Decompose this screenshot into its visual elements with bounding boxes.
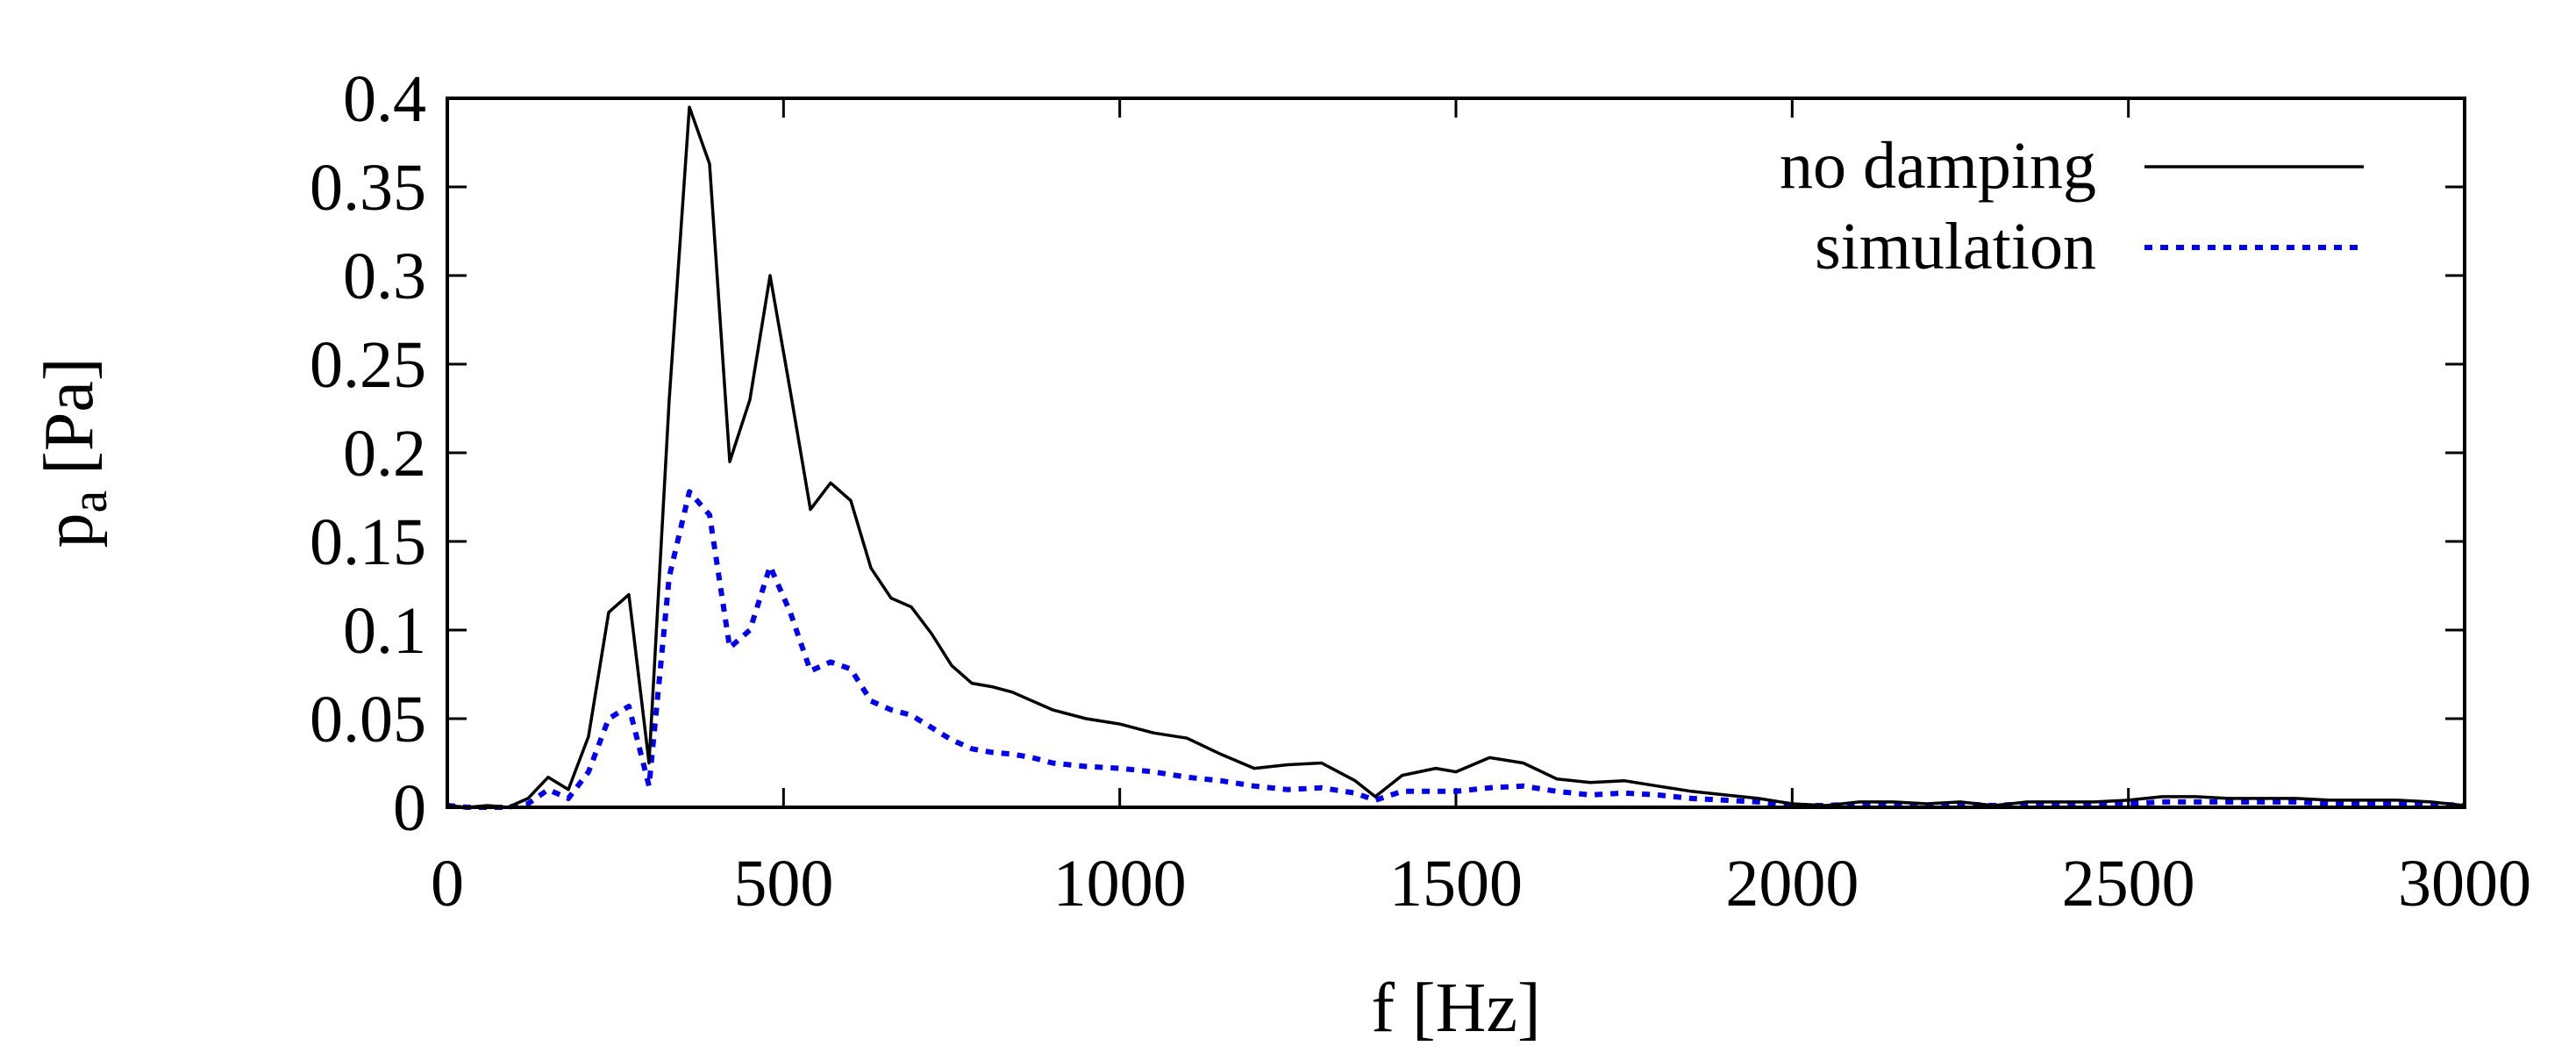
y-axis-title-subscript: a: [61, 491, 118, 513]
plot-frame: [446, 97, 2466, 809]
series-layer: [446, 105, 2465, 810]
y-tick-label: 0.35: [310, 151, 426, 225]
x-tick-label: 500: [733, 847, 833, 920]
y-axis-ticks: 0 0.05 0.1 0.15 0.2 0.25 0.3 0.35 0.4: [310, 62, 2465, 845]
x-tick-label: 1000: [1053, 847, 1187, 920]
y-tick-label: 0.1: [343, 594, 426, 668]
y-axis-title-main: p: [31, 513, 108, 548]
y-tick-label: 0.2: [343, 417, 426, 491]
x-tick-label: 3000: [2398, 847, 2531, 920]
y-tick-label: 0.05: [310, 683, 426, 756]
y-axis-title: pa [Pa]: [31, 357, 118, 548]
legend-label-no-damping: no damping: [1780, 129, 2096, 203]
legend-label-simulation: simulation: [1815, 210, 2096, 283]
y-tick-label: 0.25: [310, 328, 426, 402]
y-tick-label: 0.15: [310, 505, 426, 579]
y-tick-label: 0.4: [343, 62, 426, 136]
x-tick-label: 2500: [2062, 847, 2195, 920]
y-axis-title-unit: [Pa]: [31, 357, 108, 474]
x-tick-label: 1500: [1389, 847, 1523, 920]
y-tick-label: 0.3: [343, 240, 426, 313]
x-axis-title: f [Hz]: [1371, 970, 1540, 1047]
y-tick-label: 0: [393, 771, 426, 845]
x-tick-label: 0: [431, 847, 464, 920]
x-axis-ticks: 0 500 1000 1500 2000 2500 3000: [431, 98, 2531, 920]
legend: no damping simulation: [1780, 129, 2364, 283]
x-tick-label: 2000: [1725, 847, 1859, 920]
series-line-simulation: [446, 489, 2465, 810]
series-line-no-damping: [446, 105, 2465, 809]
